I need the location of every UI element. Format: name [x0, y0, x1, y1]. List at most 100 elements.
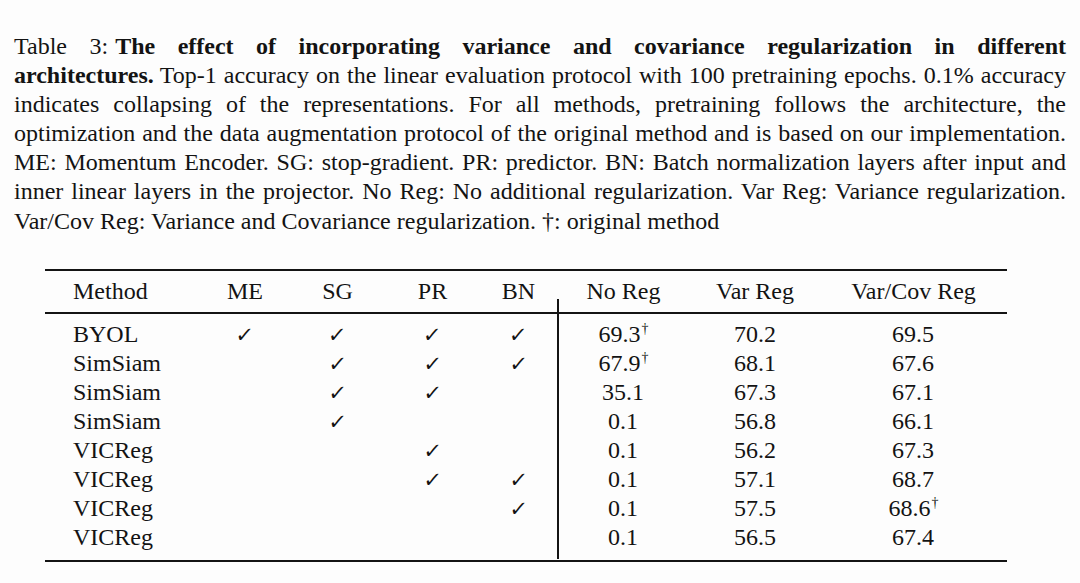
bn-checkmark-cell: [478, 407, 558, 436]
col-header-sg: SG: [290, 271, 385, 313]
pr-checkmark-cell: [383, 407, 481, 436]
table-body: BYOL ✓ ✓ ✓ ✓ 69.3† 70.2 69.5 SimSiam ✓ ✓…: [45, 313, 1007, 552]
pr-checkmark-cell: [383, 523, 481, 552]
me-checkmark-cell: ✓: [198, 313, 292, 349]
dagger-icon: †: [642, 350, 649, 365]
table-row: VICReg 0.1 56.5 67.4: [45, 523, 1007, 552]
paper-page: Table 3:The effect of incorporating vari…: [0, 0, 1080, 583]
me-checkmark-cell: [198, 407, 291, 436]
var-cov-reg-value-cell: 67.1: [820, 378, 1007, 407]
no-reg-value: 0.1: [608, 495, 638, 521]
var-reg-value: 67.3: [734, 379, 776, 405]
no-reg-value: 0.1: [608, 437, 638, 463]
col-header-bn: BN: [480, 271, 557, 313]
var-cov-reg-value: 68.7: [892, 466, 934, 492]
var-cov-reg-value: 68.6: [889, 495, 931, 521]
no-reg-value: 0.1: [608, 524, 638, 550]
sg-checkmark-cell: [288, 494, 386, 523]
sg-checkmark-cell: ✓: [288, 349, 386, 378]
table-row: VICReg ✓ 0.1 57.5 68.6†: [45, 494, 1007, 523]
var-reg-value-cell: 67.3: [690, 378, 820, 407]
table-caption: Table 3:The effect of incorporating vari…: [14, 32, 1066, 236]
no-reg-value: 35.1: [602, 379, 644, 405]
var-reg-value: 70.2: [734, 321, 776, 347]
col-header-var-reg: Var Reg: [690, 271, 820, 313]
var-cov-reg-value: 66.1: [892, 408, 934, 434]
sg-checkmark-cell: [288, 436, 386, 465]
no-reg-value-cell: 0.1: [557, 523, 690, 552]
me-checkmark-cell: [198, 494, 291, 523]
no-reg-value: 67.9: [599, 350, 641, 376]
no-reg-value-cell: 69.3†: [557, 313, 690, 349]
bn-checkmark-cell: ✓: [478, 313, 559, 349]
dagger-icon: †: [642, 321, 649, 336]
no-reg-value-cell: 0.1: [557, 465, 690, 494]
bn-checkmark-cell: ✓: [478, 349, 558, 378]
bn-checkmark-cell: [478, 523, 558, 552]
var-reg-value: 57.5: [734, 495, 776, 521]
bn-checkmark-cell: ✓: [478, 465, 558, 494]
method-cell: VICReg: [45, 465, 200, 494]
var-cov-reg-value: 67.4: [892, 524, 934, 550]
method-cell: VICReg: [45, 523, 200, 552]
no-reg-value-cell: 0.1: [557, 436, 690, 465]
pr-checkmark-cell: ✓: [383, 349, 481, 378]
sg-checkmark-cell: [288, 523, 386, 552]
pr-checkmark-cell: ✓: [383, 378, 481, 407]
no-reg-value: 69.3: [599, 321, 641, 347]
caption-body: Top-1 accuracy on the linear evaluation …: [14, 62, 1066, 233]
no-reg-value-cell: 0.1: [557, 494, 690, 523]
var-reg-value: 56.8: [734, 408, 776, 434]
col-header-var-cov-reg: Var/Cov Reg: [820, 271, 1007, 313]
caption-label: Table 3:: [14, 33, 108, 59]
results-table: Method ME SG PR BN No Reg Var Reg Var/Co…: [45, 269, 1007, 562]
no-reg-value-cell: 0.1: [557, 407, 690, 436]
column-divider-rule: [557, 299, 559, 559]
pr-checkmark-cell: ✓: [383, 436, 481, 465]
table-row: VICReg ✓ ✓ 0.1 57.1 68.7: [45, 465, 1007, 494]
pr-checkmark-cell: [383, 494, 481, 523]
sg-checkmark-cell: ✓: [288, 378, 386, 407]
table-row: SimSiam ✓ ✓ 35.1 67.3 67.1: [45, 378, 1007, 407]
me-checkmark-cell: [198, 436, 291, 465]
me-checkmark-cell: [198, 349, 291, 378]
table-row: SimSiam ✓ ✓ ✓ 67.9† 68.1 67.6: [45, 349, 1007, 378]
bn-checkmark-cell: ✓: [478, 494, 558, 523]
ablation-table: Method ME SG PR BN No Reg Var Reg Var/Co…: [45, 271, 1007, 552]
method-cell: SimSiam: [45, 349, 200, 378]
me-checkmark-cell: [198, 465, 291, 494]
no-reg-value: 0.1: [608, 466, 638, 492]
bn-checkmark-cell: [478, 378, 558, 407]
var-reg-value: 56.2: [734, 437, 776, 463]
col-header-pr: PR: [385, 271, 480, 313]
var-cov-reg-value-cell: 67.3: [820, 436, 1007, 465]
no-reg-value: 0.1: [608, 408, 638, 434]
var-cov-reg-value-cell: 68.6†: [820, 494, 1007, 523]
pr-checkmark-cell: ✓: [383, 313, 482, 349]
col-header-method: Method: [45, 271, 200, 313]
method-cell: SimSiam: [45, 407, 200, 436]
var-cov-reg-value-cell: 69.5: [820, 313, 1007, 349]
var-cov-reg-value: 67.3: [892, 437, 934, 463]
var-cov-reg-value: 67.6: [892, 350, 934, 376]
sg-checkmark-cell: ✓: [288, 313, 387, 349]
header-row: Method ME SG PR BN No Reg Var Reg Var/Co…: [45, 271, 1007, 313]
me-checkmark-cell: [198, 378, 291, 407]
col-header-me: ME: [200, 271, 290, 313]
var-reg-value-cell: 56.5: [690, 523, 820, 552]
var-reg-value: 57.1: [734, 466, 776, 492]
var-reg-value-cell: 57.1: [690, 465, 820, 494]
no-reg-value-cell: 67.9†: [557, 349, 690, 378]
table-header: Method ME SG PR BN No Reg Var Reg Var/Co…: [45, 271, 1007, 313]
var-reg-value-cell: 56.2: [690, 436, 820, 465]
var-reg-value: 68.1: [734, 350, 776, 376]
var-reg-value: 56.5: [734, 524, 776, 550]
me-checkmark-cell: [198, 523, 291, 552]
var-reg-value-cell: 57.5: [690, 494, 820, 523]
dagger-icon: †: [932, 495, 939, 510]
var-reg-value-cell: 56.8: [690, 407, 820, 436]
pr-checkmark-cell: ✓: [383, 465, 481, 494]
method-cell: BYOL: [45, 313, 200, 349]
col-header-no-reg: No Reg: [557, 271, 690, 313]
table-row: BYOL ✓ ✓ ✓ ✓ 69.3† 70.2 69.5: [45, 313, 1007, 349]
